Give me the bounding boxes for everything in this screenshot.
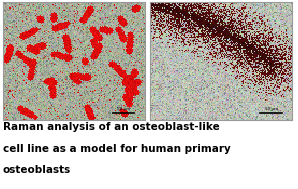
Text: 50 μm: 50 μm: [265, 107, 278, 111]
Text: 50 μm: 50 μm: [117, 107, 130, 111]
Text: cell line as a model for human primary: cell line as a model for human primary: [3, 144, 231, 154]
Text: osteoblasts: osteoblasts: [3, 165, 71, 175]
Text: Raman analysis of an osteoblast-like: Raman analysis of an osteoblast-like: [3, 122, 220, 132]
